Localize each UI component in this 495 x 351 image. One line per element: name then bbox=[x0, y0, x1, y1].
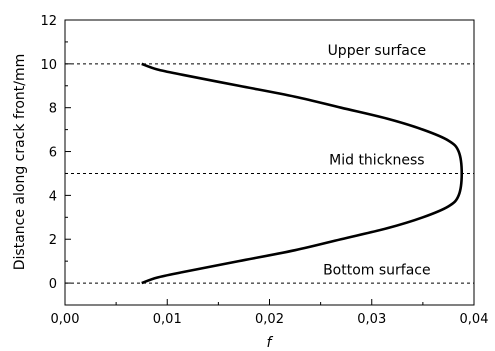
x-tick-label: 0,02 bbox=[255, 312, 284, 327]
x-tick-label: 0,01 bbox=[153, 312, 182, 327]
y-tick-label: 6 bbox=[49, 146, 57, 161]
y-tick-label: 0 bbox=[49, 277, 57, 292]
y-axis-title: Distance along crack front/mm bbox=[12, 54, 28, 271]
y-tick-label: 8 bbox=[49, 102, 57, 117]
x-tick-label: 0,00 bbox=[51, 312, 80, 327]
annotation-label: Bottom surface bbox=[323, 262, 431, 278]
y-tick-label: 4 bbox=[49, 189, 57, 204]
y-tick-label: 10 bbox=[40, 58, 57, 73]
x-tick-label: 0,03 bbox=[357, 312, 386, 327]
annotation-label: Mid thickness bbox=[329, 153, 424, 169]
y-tick-label: 2 bbox=[49, 233, 57, 248]
y-axis: 0 2 4 6 8 10 12 bbox=[40, 14, 71, 306]
annotations: Upper surface Mid thickness Bottom surface bbox=[323, 43, 431, 278]
x-tick-label: 0,04 bbox=[460, 312, 489, 327]
reference-lines bbox=[65, 63, 474, 284]
y-tick-label: 12 bbox=[40, 14, 57, 29]
series-line bbox=[141, 62, 464, 285]
x-axis-title: f bbox=[267, 335, 274, 351]
x-axis: 0,00 0,01 0,02 0,03 0,04 bbox=[51, 299, 489, 327]
annotation-label: Upper surface bbox=[328, 43, 427, 59]
